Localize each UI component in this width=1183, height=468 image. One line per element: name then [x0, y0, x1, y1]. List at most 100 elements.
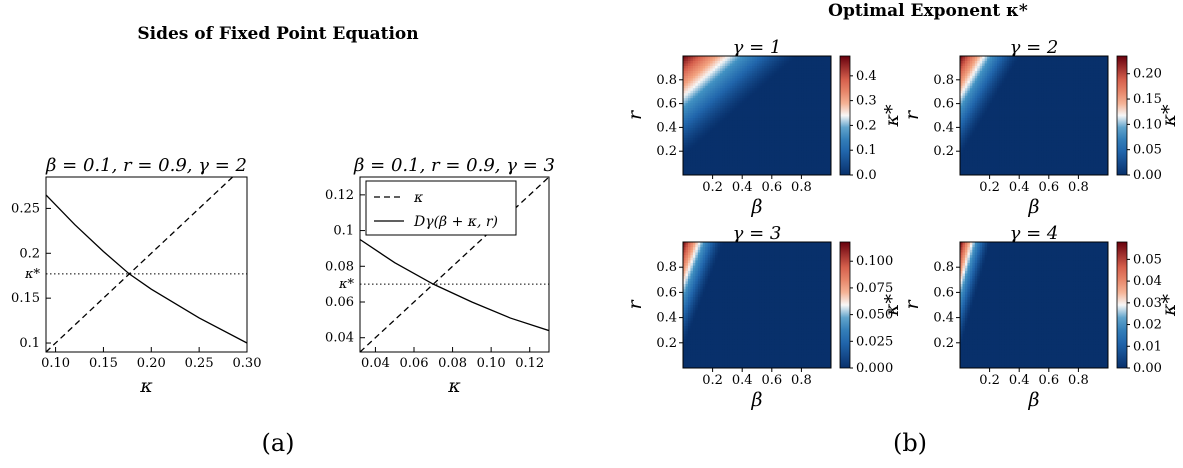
heatmap-cell [806, 95, 810, 99]
heatmap-cell [1004, 85, 1008, 89]
heatmap-cell [685, 78, 689, 82]
heatmap-cell [764, 113, 768, 116]
heatmap-cell [761, 65, 765, 69]
heatmap-cell [1011, 95, 1015, 99]
heatmap-cell [969, 172, 973, 176]
heatmap-cell [685, 100, 689, 104]
heatmap-cell [826, 122, 829, 126]
colorbar [839, 55, 851, 176]
heatmap-cell [774, 147, 778, 151]
heatmap-cell [754, 130, 758, 134]
heatmap-cell [722, 58, 726, 62]
heatmap-cell [784, 98, 787, 102]
heatmap-cell [1009, 125, 1013, 129]
heatmap-cell [808, 83, 812, 87]
heatmap-cell [710, 122, 713, 126]
heatmap-cell [702, 167, 706, 171]
heatmap-cell [972, 157, 976, 161]
heatmap-cell [1043, 73, 1047, 77]
heatmap-cell [769, 60, 773, 64]
heatmap-cell [798, 167, 802, 171]
heatmap-cell [766, 110, 770, 114]
heatmap-cell [813, 63, 817, 67]
heatmap-cell [697, 65, 701, 69]
heatmap-cell [791, 90, 795, 94]
heatmap-cell [969, 135, 973, 139]
heatmap-cell [784, 113, 787, 116]
heatmap-cell [769, 85, 773, 89]
heatmap-cell [697, 78, 701, 82]
heatmap-cell [737, 90, 741, 94]
heatmap-cell [722, 60, 726, 64]
heatmap-cell [811, 157, 815, 161]
heatmap-cell [722, 122, 726, 126]
heatmap-cell [761, 170, 765, 173]
heatmap-cell [999, 160, 1003, 164]
heatmap-cell [989, 60, 993, 64]
heatmap-cell [813, 130, 817, 134]
heatmap-cell [964, 110, 968, 114]
heatmap-cell [808, 80, 812, 84]
heatmap-cell [774, 60, 778, 64]
heatmap-cell [764, 140, 768, 144]
heatmap-cell [774, 150, 778, 154]
heatmap-cell [752, 73, 755, 77]
heatmap-cell [806, 117, 810, 121]
heatmap-cell [734, 167, 738, 171]
heatmap-cell [1041, 162, 1045, 166]
heatmap-cell [997, 162, 1000, 166]
heatmap-cell [828, 65, 832, 69]
heatmap-cell [705, 160, 709, 164]
heatmap-cell [692, 135, 696, 139]
heatmap-cell [692, 108, 696, 111]
heatmap-cell [1011, 147, 1015, 151]
heatmap-cell [683, 135, 686, 139]
heatmap-cell [794, 68, 797, 72]
heatmap-cell [960, 73, 963, 77]
heatmap-cell [1024, 120, 1027, 124]
heatmap-cell [796, 160, 800, 164]
heatmap-cell [722, 98, 726, 102]
heatmap-cell [1056, 113, 1060, 116]
heatmap-cell [707, 125, 711, 129]
heatmap-cell [823, 125, 827, 129]
heatmap-cell [984, 68, 988, 72]
heatmap-cell [720, 152, 723, 156]
heatmap-cell [1024, 117, 1027, 121]
heatmap-cell [700, 140, 704, 144]
heatmap-cell [821, 108, 824, 111]
heatmap-cell [1016, 60, 1020, 64]
heatmap-cell [1001, 127, 1005, 131]
heatmap-cell [702, 125, 706, 129]
heatmap-cell [776, 105, 780, 109]
heatmap-cell [1036, 145, 1040, 149]
heatmap-cell [791, 83, 795, 87]
heatmap-cell [967, 117, 971, 121]
heatmap-cell [1034, 155, 1037, 159]
heatmap-cell [781, 142, 785, 146]
heatmap-cell [690, 125, 694, 129]
heatmap-cell [992, 137, 995, 141]
heatmap-cell [737, 80, 741, 84]
heatmap-cell [964, 95, 968, 99]
heatmap-cell [813, 145, 817, 149]
heatmap-cell [683, 90, 686, 94]
heatmap-cell [781, 110, 785, 114]
heatmap-cell [702, 56, 706, 59]
heatmap-cell [798, 100, 802, 104]
heatmap-cell [737, 167, 741, 171]
heatmap-cell [1021, 137, 1025, 141]
heatmap-cell [1026, 132, 1030, 136]
heatmap-cell [732, 95, 736, 99]
heatmap-cell [811, 63, 815, 67]
heatmap-cell [791, 167, 795, 171]
heatmap-cell [977, 162, 981, 166]
heatmap-cell [752, 60, 755, 64]
heatmap-cell [960, 78, 963, 82]
heatmap-cell [1053, 117, 1057, 121]
heatmap-cell [717, 147, 721, 151]
heatmap-cell [1004, 170, 1008, 173]
heatmap-cell [994, 140, 998, 144]
heatmap-cell [1051, 65, 1055, 69]
heatmap-cell [1031, 88, 1035, 92]
